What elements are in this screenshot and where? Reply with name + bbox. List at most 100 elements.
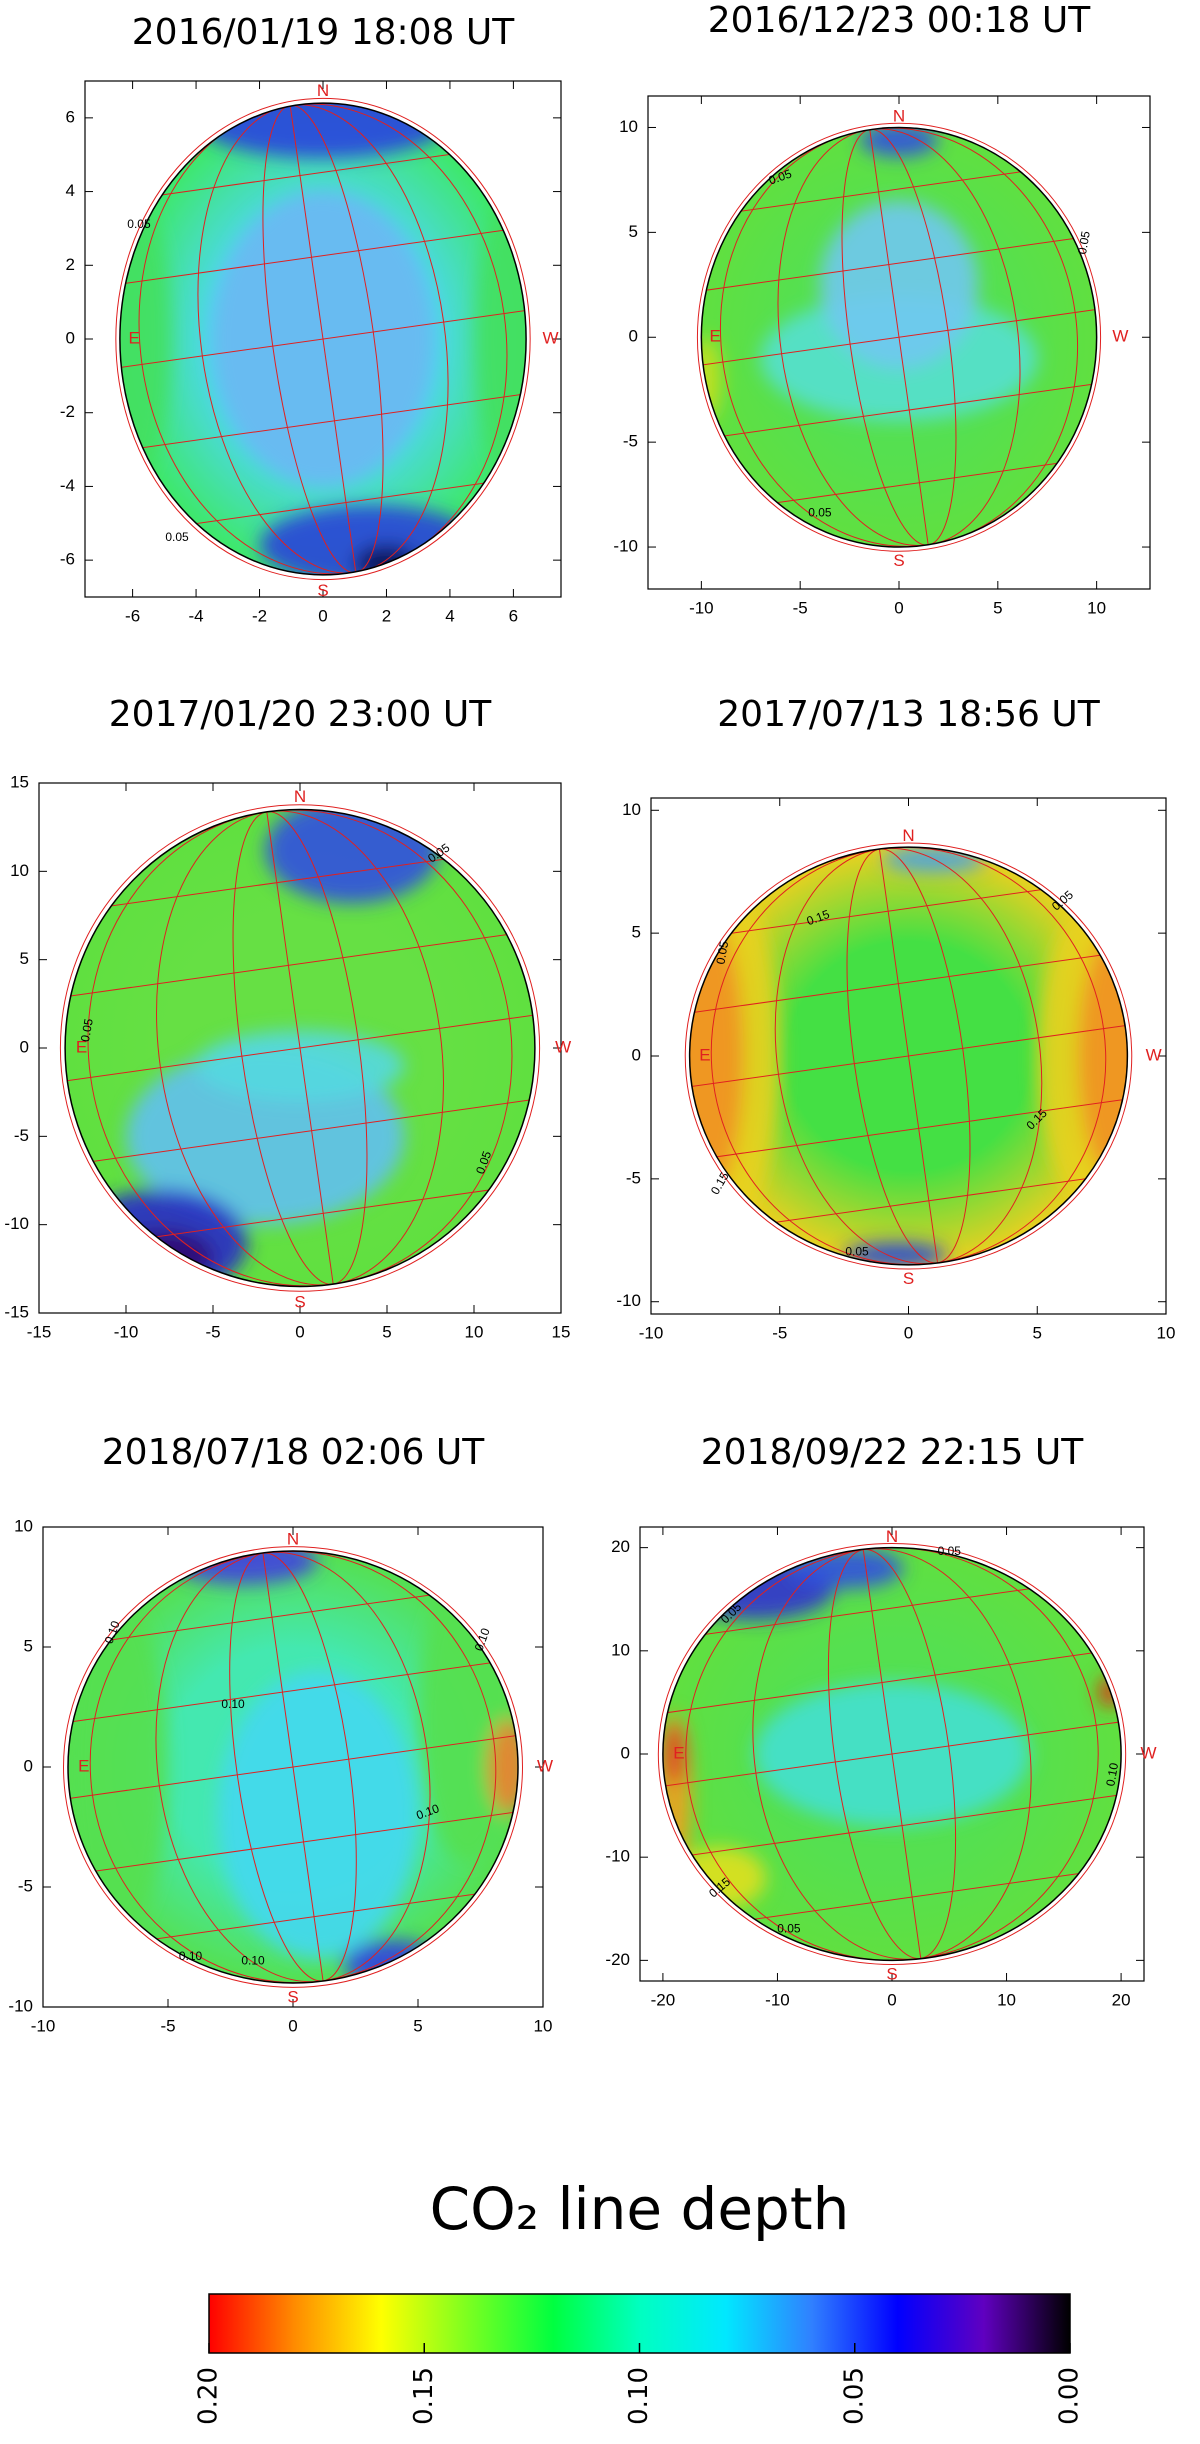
map-panel: 2017/01/20 23:00 UT -15 -10 -5 0 5 10 15 -15 -10 -… [4,694,571,1341]
x-tick-label: -10 [639,1323,664,1342]
compass-label: N [893,106,905,125]
compass-label: W [1141,1743,1157,1762]
contour-label: 0.05 [777,1922,801,1936]
x-tick-label: -6 [125,606,140,625]
compass-label: S [317,581,328,600]
y-tick-label: 10 [611,1640,630,1659]
colorbar-tick-label: 0.20 [194,2367,224,2425]
panel-title: 2016/12/23 00:18 UT [708,0,1091,41]
y-tick-label: -10 [616,1291,641,1310]
compass-label: W [1112,327,1128,346]
compass-label: W [542,328,558,347]
compass-label: E [78,1756,89,1775]
x-tick-label: 4 [445,606,454,625]
y-tick-label: 5 [20,949,29,968]
compass-label: S [886,1964,897,1983]
y-tick-label: -2 [60,402,75,421]
meridian [878,849,939,1263]
x-tick-label: -2 [252,606,267,625]
compass-label: N [886,1527,898,1546]
contour-label: 0.10 [179,1949,203,1963]
shade [196,103,450,159]
contour-label: 0.10 [221,1697,245,1711]
limb-red [63,1546,523,1988]
panel-title: 2018/09/22 22:15 UT [701,1432,1084,1473]
panel-title: 2016/01/19 18:08 UT [132,12,515,53]
x-tick-label: -4 [189,606,204,625]
y-tick-label: 0 [20,1037,29,1056]
x-tick-label: 5 [993,598,1002,617]
x-tick-label: -10 [114,1322,139,1341]
limb-red [696,122,1102,552]
contour-label: 0.05 [845,1245,869,1259]
shade [343,1939,443,1983]
y-tick-label: -4 [60,476,75,495]
y-tick-label: 5 [629,222,638,241]
x-tick-label: 2 [382,606,391,625]
x-tick-label: -5 [205,1322,220,1341]
x-tick-label: 20 [1112,1990,1131,2009]
map-panel: 2016/01/19 18:08 UT -6 -4 -2 0 2 4 6 -6 -4 -2 0 2 4 6 N… [60,12,562,625]
x-tick-label: -10 [765,1990,790,2009]
colorbar-tick-label: 0.05 [839,2367,869,2425]
shade [662,1723,686,1785]
compass-label: E [710,327,721,346]
contour-label: 0.10 [472,1626,493,1653]
x-tick-label: -15 [27,1322,52,1341]
y-tick-label: -10 [8,1996,33,2015]
map-panel: 2017/07/13 18:56 UT -10 -5 0 5 10 -10 -5 0 5 10 N S E… [616,694,1175,1342]
x-tick-label: -20 [651,1990,676,2009]
y-tick-label: 0 [632,1045,641,1064]
y-tick-label: -10 [613,537,638,556]
y-tick-label: 0 [629,327,638,346]
planet-disk [689,847,1128,1265]
x-tick-label: -5 [793,598,808,617]
y-tick-label: 20 [611,1537,630,1556]
contour-label: 0.05 [1075,230,1093,256]
shade [195,1030,405,1101]
planet-disk [662,1547,1122,1961]
y-tick-label: 5 [24,1636,33,1655]
shade [218,1671,418,1959]
contour-label: 0.05 [938,1544,962,1558]
meridian [266,811,334,1285]
y-tick-label: -5 [18,1876,33,1895]
y-tick-label: 0 [621,1743,630,1762]
y-tick-label: 6 [66,107,75,126]
contour-label: 0.05 [127,217,151,231]
limb [64,808,536,1288]
y-tick-label: -10 [605,1847,630,1866]
y-tick-label: 10 [10,861,29,880]
map-panel: 2016/12/23 00:18 UT -10 -5 0 5 10 -10 -5 0 5 10 N S E… [613,0,1151,617]
compass-label: W [1146,1045,1162,1064]
planet-disk [119,103,527,575]
shade [488,1719,518,1815]
shade [259,504,482,575]
compass-label: W [555,1037,571,1056]
panel-title: 2017/01/20 23:00 UT [109,694,492,735]
x-tick-label: 5 [382,1322,391,1341]
limb-red [657,1543,1127,1965]
shade [819,200,979,369]
x-tick-label: 0 [887,1990,896,2009]
y-tick-label: 10 [619,117,638,136]
x-tick-label: 0 [894,598,903,617]
contour-label: 0.10 [1103,1761,1121,1787]
y-tick-label: 15 [10,772,29,791]
limb [119,102,527,576]
y-tick-label: 10 [14,1516,33,1535]
y-tick-label: -15 [4,1302,29,1321]
shade [73,1189,248,1287]
compass-label: N [902,826,914,845]
panel-title: 2018/07/18 02:06 UT [102,1432,485,1473]
meridian [262,1553,324,1981]
x-tick-label: -5 [772,1323,787,1342]
map-panel: 2018/07/18 02:06 UT -10 -5 0 5 10 -10 -5 0 5 10 N S E… [8,1432,553,2035]
limb [662,1546,1122,1962]
limb-red [684,842,1133,1270]
shade [265,809,440,904]
y-tick-label: -10 [4,1214,29,1233]
x-tick-label: 10 [465,1322,484,1341]
contour-label: 0.05 [808,506,832,520]
